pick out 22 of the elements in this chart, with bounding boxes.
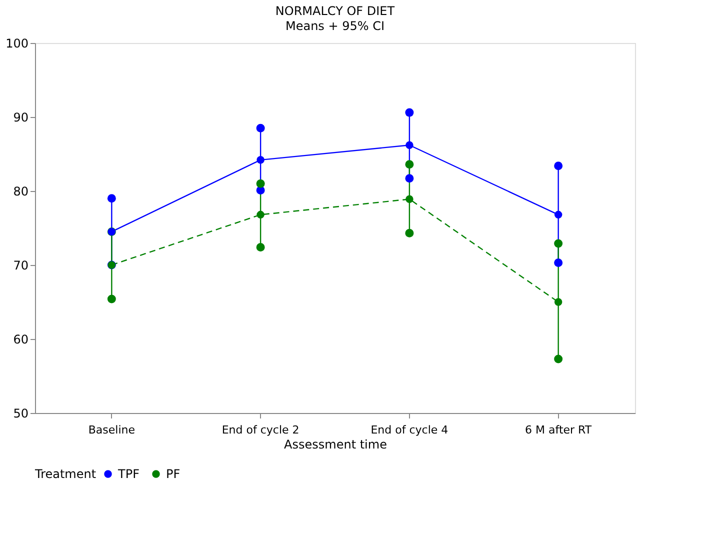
x-tick-label: End of cycle 4 [370, 424, 448, 436]
y-tick-label: 70 [13, 258, 28, 272]
y-tick-label: 80 [13, 184, 28, 198]
point [554, 210, 562, 219]
legend-label: PF [166, 467, 180, 481]
chart-title: NORMALCY OF DIET [275, 4, 396, 18]
x-axis-title: Assessment time [284, 438, 387, 452]
legend-title: Treatment [34, 467, 96, 481]
point [554, 298, 562, 306]
chart-subtitle: Means + 95% CI [285, 19, 385, 33]
x-tick-label: 6 M after RT [525, 424, 592, 436]
point [406, 195, 414, 204]
y-tick-label: 60 [13, 332, 28, 346]
legend-label: TPF [117, 467, 140, 481]
point [406, 141, 414, 149]
point [256, 210, 264, 219]
y-tick-label: 50 [13, 406, 28, 420]
x-tick-label: Baseline [88, 424, 136, 436]
point [256, 156, 264, 164]
x-tick-label: End of cycle 2 [222, 424, 300, 436]
y-tick-label: 100 [6, 36, 28, 50]
y-tick-label: 90 [13, 110, 28, 124]
